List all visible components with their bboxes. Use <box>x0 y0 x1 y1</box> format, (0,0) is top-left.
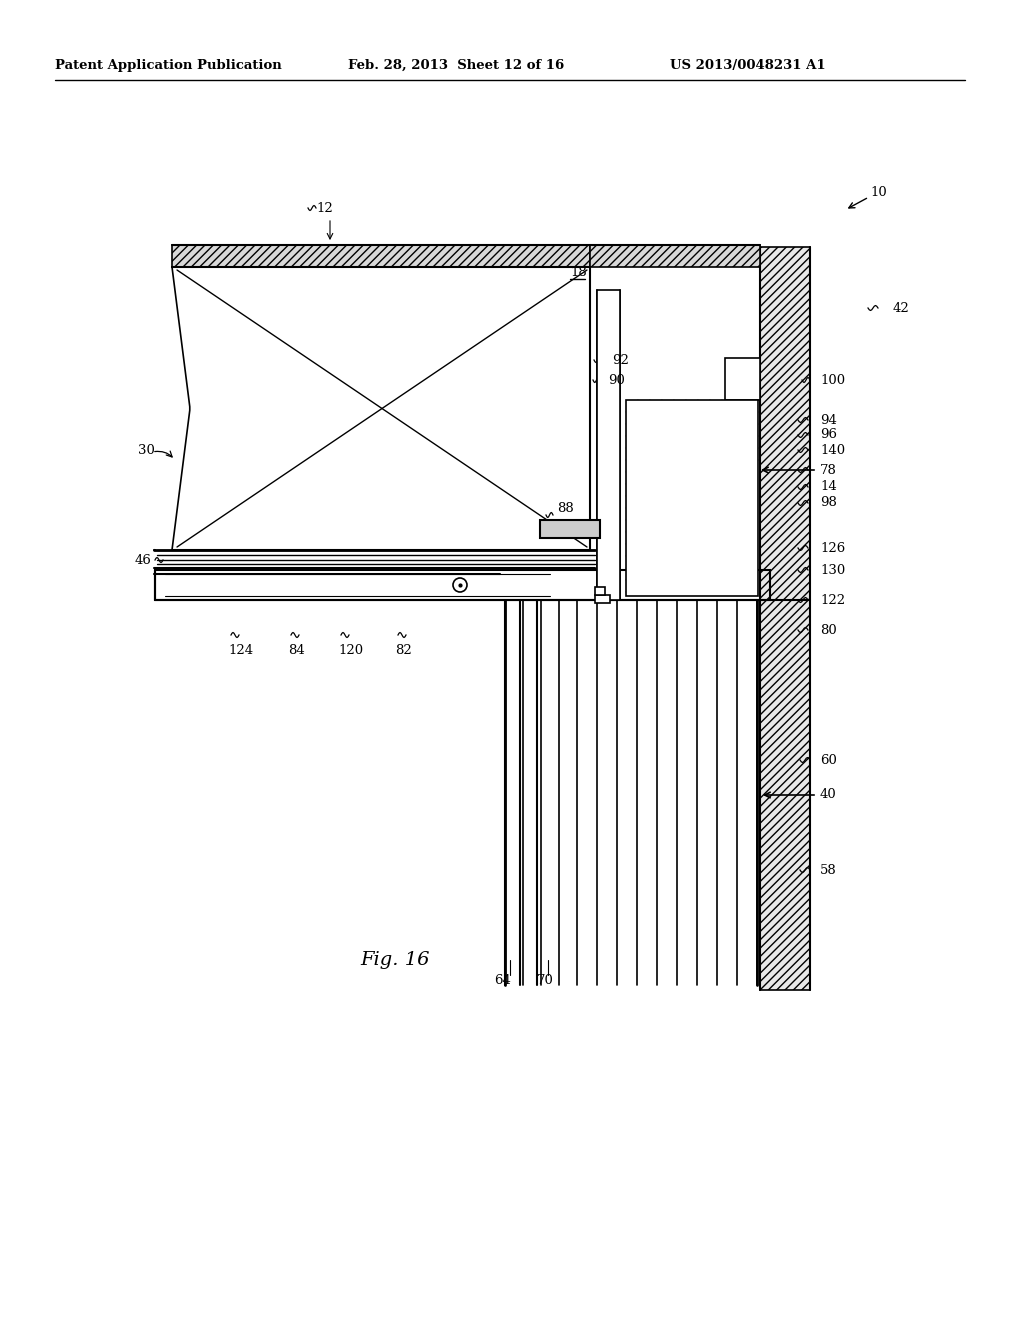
Text: 70: 70 <box>537 974 553 986</box>
Text: 90: 90 <box>608 374 625 387</box>
Text: 92: 92 <box>612 354 629 367</box>
Bar <box>590 246 760 267</box>
Text: 64: 64 <box>495 974 511 986</box>
Text: 88: 88 <box>557 502 573 515</box>
Bar <box>760 247 810 990</box>
Text: 100: 100 <box>820 374 845 387</box>
Text: 30: 30 <box>138 444 155 457</box>
Bar <box>626 400 758 597</box>
Bar <box>597 290 620 601</box>
Text: 140: 140 <box>820 444 845 457</box>
Text: 98: 98 <box>820 496 837 510</box>
Text: 14: 14 <box>820 480 837 494</box>
Bar <box>595 587 605 595</box>
Bar <box>172 246 590 267</box>
Text: 126: 126 <box>820 541 845 554</box>
Text: 10: 10 <box>870 186 887 198</box>
Text: 84: 84 <box>288 644 305 656</box>
Text: 42: 42 <box>893 301 909 314</box>
Text: 96: 96 <box>820 429 837 441</box>
Text: US 2013/0048231 A1: US 2013/0048231 A1 <box>670 58 825 71</box>
Text: Fig. 16: Fig. 16 <box>360 950 430 969</box>
Text: 120: 120 <box>338 644 364 656</box>
Text: 78: 78 <box>820 463 837 477</box>
Text: 40: 40 <box>820 788 837 801</box>
Text: 130: 130 <box>820 564 845 577</box>
Text: 122: 122 <box>820 594 845 606</box>
Text: Feb. 28, 2013  Sheet 12 of 16: Feb. 28, 2013 Sheet 12 of 16 <box>348 58 564 71</box>
Text: 124: 124 <box>228 644 253 656</box>
Text: 18: 18 <box>570 267 587 280</box>
Text: 58: 58 <box>820 863 837 876</box>
Bar <box>595 595 610 603</box>
Bar <box>540 520 600 539</box>
Bar <box>725 358 760 400</box>
Text: Patent Application Publication: Patent Application Publication <box>55 58 282 71</box>
Text: 94: 94 <box>820 413 837 426</box>
Text: 46: 46 <box>135 553 152 566</box>
Text: 12: 12 <box>316 202 334 214</box>
Text: 82: 82 <box>395 644 412 656</box>
Bar <box>155 570 770 601</box>
Text: 60: 60 <box>820 754 837 767</box>
Text: 80: 80 <box>820 623 837 636</box>
